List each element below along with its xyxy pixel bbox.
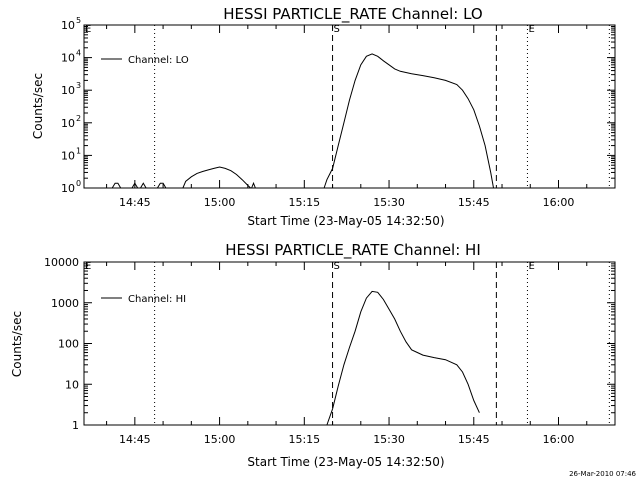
marker-label: E: [85, 24, 91, 35]
panel-lo-legend-label: Channel: LO: [128, 55, 189, 66]
panel-hi-xlabel: Start Time (23-May-05 14:32:50): [247, 455, 444, 469]
y-tick-label: 10: [61, 117, 75, 130]
series-line: [111, 182, 122, 189]
y-tick-label: 10: [61, 182, 75, 195]
x-tick-label: 16:00: [543, 433, 575, 446]
y-tick-label: 10: [61, 52, 75, 65]
series-line: [251, 181, 256, 189]
panel-hi-ticks: 14:45 15:00 15:15 15:30 15:45 16:00 1 10 100 1000…: [44, 256, 616, 446]
series-line: [182, 166, 251, 189]
x-tick-label: 14:45: [119, 196, 151, 209]
series-line: [156, 182, 167, 189]
marker-label: E: [85, 261, 91, 272]
y-tick-label: 10: [61, 149, 75, 162]
x-tick-label: 15:30: [373, 433, 405, 446]
y-tick-label: 100: [58, 338, 79, 351]
y-tick-label: 1: [72, 419, 79, 432]
panel-hi-legend-label: Channel: HI: [128, 294, 186, 305]
y-tick-label: 1000: [51, 297, 79, 310]
panel-hi-series: [326, 290, 480, 426]
y-tick-exponent: 4: [76, 49, 81, 58]
x-tick-label: 16:00: [543, 196, 575, 209]
x-tick-label: 15:30: [373, 196, 405, 209]
panel-hi-ylabel: Counts/sec: [10, 311, 24, 377]
footer-timestamp: 26-Mar-2010 07:46: [569, 470, 636, 478]
marker-label: E: [528, 24, 534, 35]
panel-lo-series: [111, 53, 494, 189]
x-tick-label: 15:45: [458, 196, 490, 209]
y-tick-exponent: 1: [76, 146, 81, 155]
panel-lo-ylabel: Counts/sec: [31, 73, 45, 139]
panel-lo-title: HESSI PARTICLE_RATE Channel: LO: [223, 5, 482, 24]
y-tick-label: 10: [65, 378, 79, 391]
panel-lo-legend: Channel: LO: [101, 55, 189, 66]
marker-label: S: [334, 24, 340, 35]
x-tick-label: 15:15: [288, 196, 320, 209]
y-tick-exponent: 5: [76, 16, 81, 25]
marker-label: E: [528, 261, 534, 272]
panel-lo-xlabel: Start Time (23-May-05 14:32:50): [247, 214, 444, 228]
y-tick-exponent: 3: [76, 81, 81, 90]
x-tick-label: 15:15: [288, 433, 320, 446]
x-tick-label: 15:00: [204, 433, 236, 446]
x-tick-label: 15:45: [458, 433, 490, 446]
series-line: [140, 182, 147, 189]
y-tick-exponent: 0: [76, 179, 81, 188]
panel-hi-frame: [83, 261, 616, 426]
x-tick-label: 14:45: [119, 433, 151, 446]
x-tick-label: 15:00: [204, 196, 236, 209]
panel-hi-title: HESSI PARTICLE_RATE Channel: HI: [225, 241, 481, 260]
y-tick-exponent: 2: [76, 114, 81, 123]
panel-lo-frame: [83, 24, 616, 189]
y-tick-label: 10: [61, 84, 75, 97]
panel-lo: HESSI PARTICLE_RATE Channel: LO 14:45 15:…: [31, 5, 616, 228]
series-line: [131, 182, 139, 189]
y-tick-label: 10000: [44, 256, 79, 269]
series-line: [326, 290, 480, 426]
series-line: [323, 53, 494, 189]
panel-hi-legend: Channel: HI: [101, 294, 186, 305]
y-tick-label: 10: [61, 19, 75, 32]
marker-label: S: [334, 261, 340, 272]
panel-hi: HESSI PARTICLE_RATE Channel: HI 14:45 15:…: [10, 241, 616, 469]
